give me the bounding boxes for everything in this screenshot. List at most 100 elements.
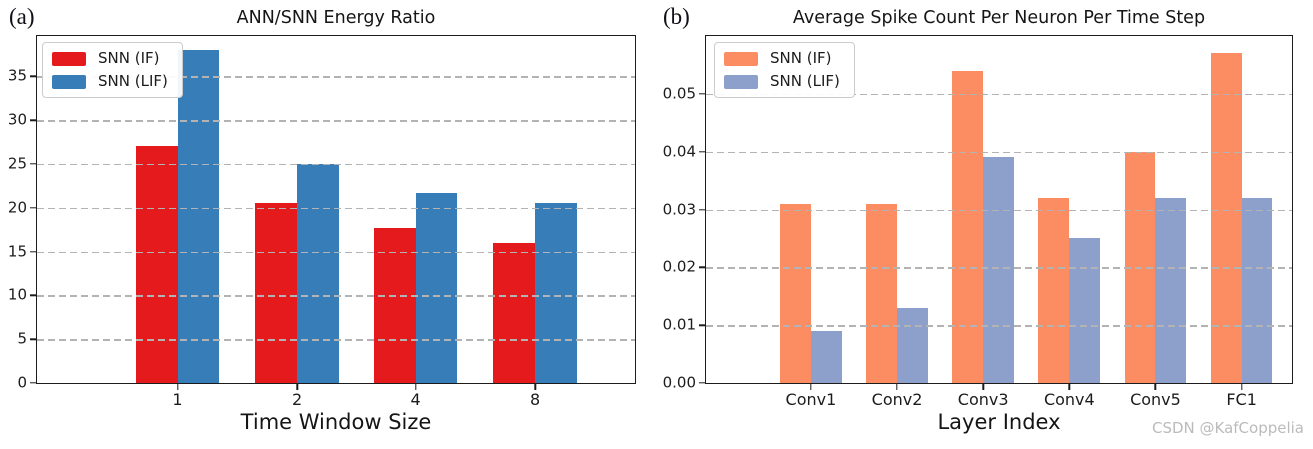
bar-snn-if	[255, 202, 298, 383]
legend-label: SNN (LIF)	[770, 72, 840, 90]
y-tick-label: 30	[7, 110, 27, 129]
bar-snn-if	[1038, 197, 1070, 383]
y-tick-label: 0	[17, 373, 27, 392]
watermark: CSDN @KafCoppelia	[1151, 419, 1304, 437]
legend-item: SNN (IF)	[52, 51, 168, 66]
energy-ratio-plot-area: ANN/SNN Energy Ratio Time Window Size 0 5…	[8, 8, 636, 434]
x-tick-label: Conv3	[957, 390, 1009, 409]
y-tick-label: 0.00	[662, 373, 696, 392]
y-tick-label: 0.05	[662, 84, 696, 103]
y-tick-mark	[30, 119, 36, 121]
legend-swatch	[52, 74, 86, 89]
gridline	[37, 295, 635, 297]
gridline	[706, 151, 1292, 154]
bar-snn-lif	[415, 192, 458, 383]
y-tick-label: 20	[7, 198, 27, 217]
gridline	[37, 207, 635, 210]
y-tick-mark	[699, 266, 705, 269]
gridline	[37, 120, 635, 122]
y-tick-label: 10	[7, 285, 27, 304]
y-tick-label: 35	[7, 66, 27, 85]
y-tick-mark	[30, 207, 36, 209]
bar-snn-lif	[1155, 197, 1187, 383]
x-tick-mark	[810, 384, 812, 390]
x-tick-mark	[896, 384, 898, 390]
legend-label: SNN (IF)	[98, 49, 160, 67]
x-tick-label: Conv1	[785, 390, 837, 409]
gridline	[37, 163, 635, 166]
y-tick-label: 0.02	[662, 257, 696, 276]
x-tick-mark	[1154, 384, 1157, 390]
energy-ratio-title: ANN/SNN Energy Ratio	[236, 8, 436, 28]
y-tick-label: 0.04	[662, 142, 696, 161]
legend: SNN (IF) SNN (LIF)	[714, 42, 855, 98]
gridline	[706, 93, 1292, 96]
gridline	[706, 267, 1292, 269]
x-tick-mark	[176, 384, 179, 390]
bar-snn-lif	[1241, 197, 1273, 383]
bar-snn-if	[866, 203, 898, 383]
x-tick-mark	[296, 384, 298, 390]
y-tick-label: 15	[7, 242, 27, 261]
y-tick-mark	[30, 382, 36, 384]
x-tick-mark	[982, 384, 984, 390]
bar-snn-if	[1210, 53, 1242, 383]
spike-count-plot-area: Average Spike Count Per Neuron Per Time …	[663, 8, 1293, 434]
gridline	[37, 339, 635, 341]
y-tick-mark	[699, 208, 705, 211]
spike-count-title: Average Spike Count Per Neuron Per Time …	[792, 8, 1206, 28]
legend-swatch	[52, 51, 86, 66]
spike-count-xaxis-label: Layer Index	[937, 410, 1061, 434]
legend-label: SNN (IF)	[770, 49, 832, 67]
panel-a-label: (a)	[9, 4, 35, 29]
panel-b-label: (b)	[663, 4, 690, 29]
y-tick-label: 0.03	[662, 200, 696, 218]
bar-snn-lif	[177, 50, 220, 383]
y-tick-mark	[699, 324, 705, 326]
x-tick-label: FC1	[1226, 390, 1257, 409]
bar-snn-if	[780, 203, 811, 383]
bar-snn-if	[135, 146, 178, 383]
x-tick-label: 4	[410, 390, 421, 409]
bar-snn-if	[493, 242, 536, 383]
gridline	[706, 209, 1292, 211]
gridline	[37, 251, 635, 254]
y-tick-label: 5	[17, 329, 27, 348]
x-tick-label: Conv2	[871, 390, 923, 409]
bar-snn-lif	[810, 330, 842, 383]
y-tick-mark	[30, 163, 36, 165]
x-tick-mark	[534, 384, 536, 390]
y-tick-label: 25	[7, 154, 27, 173]
x-tick-mark	[414, 384, 417, 390]
gridline	[706, 325, 1292, 327]
y-tick-mark	[699, 382, 705, 384]
bar-snn-lif	[897, 307, 928, 383]
legend-item: SNN (LIF)	[52, 74, 168, 89]
bar-snn-lif	[535, 202, 577, 383]
y-tick-label: 0.01	[662, 315, 696, 334]
legend-item: SNN (IF)	[724, 51, 840, 66]
legend-swatch	[724, 51, 758, 66]
x-tick-label: 8	[530, 390, 541, 409]
legend-swatch	[724, 74, 758, 89]
x-tick-mark	[1068, 384, 1071, 390]
y-tick-mark	[30, 294, 36, 297]
gridline	[37, 76, 635, 78]
y-tick-mark	[30, 250, 36, 253]
y-tick-mark	[30, 338, 36, 340]
y-tick-mark	[699, 150, 705, 153]
bar-snn-lif	[983, 157, 1015, 383]
y-tick-mark	[699, 93, 705, 95]
legend-item: SNN (LIF)	[724, 74, 840, 89]
x-tick-label: Conv5	[1130, 390, 1181, 409]
bar-snn-lif	[1069, 238, 1101, 383]
legend-label: SNN (LIF)	[98, 72, 168, 90]
energy-ratio-xaxis-label: Time Window Size	[240, 410, 432, 434]
bar-snn-if	[952, 70, 984, 383]
legend: SNN (IF) SNN (LIF)	[42, 42, 183, 98]
y-tick-mark	[30, 75, 36, 77]
bar-snn-lif	[297, 163, 339, 383]
bar-snn-if	[373, 227, 416, 383]
x-tick-label: 2	[292, 390, 303, 409]
